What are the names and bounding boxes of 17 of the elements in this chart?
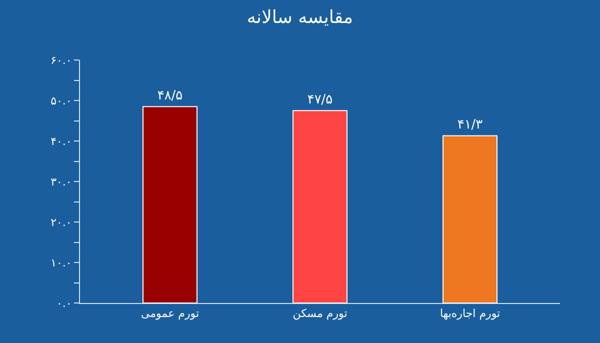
bar xyxy=(442,135,498,303)
y-tick-label: ۰.۰ xyxy=(56,296,72,310)
x-tick-label: تورم عمومی xyxy=(140,307,200,320)
y-tick-label: ۳۰.۰ xyxy=(50,175,72,188)
y-tick-label: ۵۰.۰ xyxy=(50,94,72,108)
bar xyxy=(142,106,198,303)
data-label: ۴۷/۵ xyxy=(307,92,333,108)
x-tick-label: تورم اجاره‌بها xyxy=(440,307,500,320)
y-tick-label: ۱۰.۰ xyxy=(50,256,72,270)
chart-title: مقایسه سالانه xyxy=(246,6,354,28)
y-tick-label: ۴۰.۰ xyxy=(50,134,72,148)
y-tick-label: ۶۰.۰ xyxy=(50,54,72,67)
bar xyxy=(292,110,348,303)
data-label: ۴۸/۵ xyxy=(157,88,183,104)
data-label: ۴۱/۳ xyxy=(457,118,483,133)
y-tick-label: ۲۰.۰ xyxy=(50,216,72,229)
x-tick-label: تورم مسکن xyxy=(292,307,348,320)
